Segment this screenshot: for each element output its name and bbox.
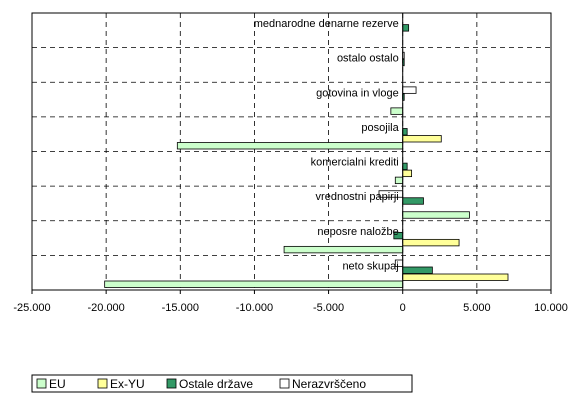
bar-0-6 bbox=[283, 245, 404, 254]
x-tick-label: -10.000 bbox=[236, 302, 273, 314]
legend-label: Nerazvrščeno bbox=[292, 377, 366, 391]
x-axis: -25.000 -20.000 -15.000 -10.000 -5.000 0 5.000… bbox=[13, 290, 568, 314]
bar-0-7 bbox=[104, 280, 404, 288]
category-label: mednarodne denarne rezerve bbox=[254, 18, 399, 30]
bar-0-2 bbox=[390, 107, 404, 115]
x-tick-label: -25.000 bbox=[13, 302, 50, 314]
legend-label: EU bbox=[49, 377, 66, 391]
legend-swatch bbox=[36, 378, 47, 389]
category-label: neposre naložbe bbox=[317, 226, 398, 238]
bar-2-4 bbox=[402, 162, 408, 171]
bar-2-7 bbox=[402, 266, 433, 274]
category-label: neto skupaj bbox=[342, 260, 398, 272]
x-tick-label: -20.000 bbox=[87, 302, 124, 314]
bar-0-4 bbox=[394, 176, 404, 185]
bar-1-3 bbox=[402, 135, 442, 143]
x-tick-label: -5.000 bbox=[313, 302, 344, 314]
bar-2-3 bbox=[402, 128, 408, 136]
plot-area: mednarodne denarne rezerve ostalo ostalo g… bbox=[31, 12, 552, 291]
x-tick-label: 0 bbox=[400, 302, 406, 314]
x-tick-label: -15.000 bbox=[162, 302, 199, 314]
bar-0-5 bbox=[402, 211, 470, 219]
x-tick-label: 10.000 bbox=[534, 302, 568, 314]
category-label: gotovina in vloge bbox=[316, 87, 399, 99]
legend-swatch bbox=[166, 378, 177, 389]
legend-label: Ex-YU bbox=[110, 377, 145, 391]
x-tick-label: 5.000 bbox=[463, 302, 491, 314]
category-label: posojila bbox=[361, 122, 399, 134]
category-label: ostalo ostalo bbox=[337, 53, 399, 65]
bar-0-3 bbox=[176, 142, 404, 150]
bar-2-0 bbox=[402, 24, 410, 32]
legend-swatch bbox=[279, 378, 290, 389]
bar-1-4 bbox=[402, 169, 413, 178]
bar-2-5 bbox=[402, 197, 424, 205]
legend: EU Ex-YU Ostale države Nerazvrščeno bbox=[31, 374, 413, 393]
bar-1-7 bbox=[402, 273, 509, 281]
legend-box bbox=[31, 374, 413, 393]
category-label: komercialni krediti bbox=[311, 157, 399, 169]
legend-label: Ostale države bbox=[179, 377, 253, 391]
bar-3-2 bbox=[402, 86, 417, 94]
bar-1-6 bbox=[402, 238, 460, 247]
category-label: vrednostni papirji bbox=[316, 191, 399, 203]
legend-swatch bbox=[97, 378, 108, 389]
